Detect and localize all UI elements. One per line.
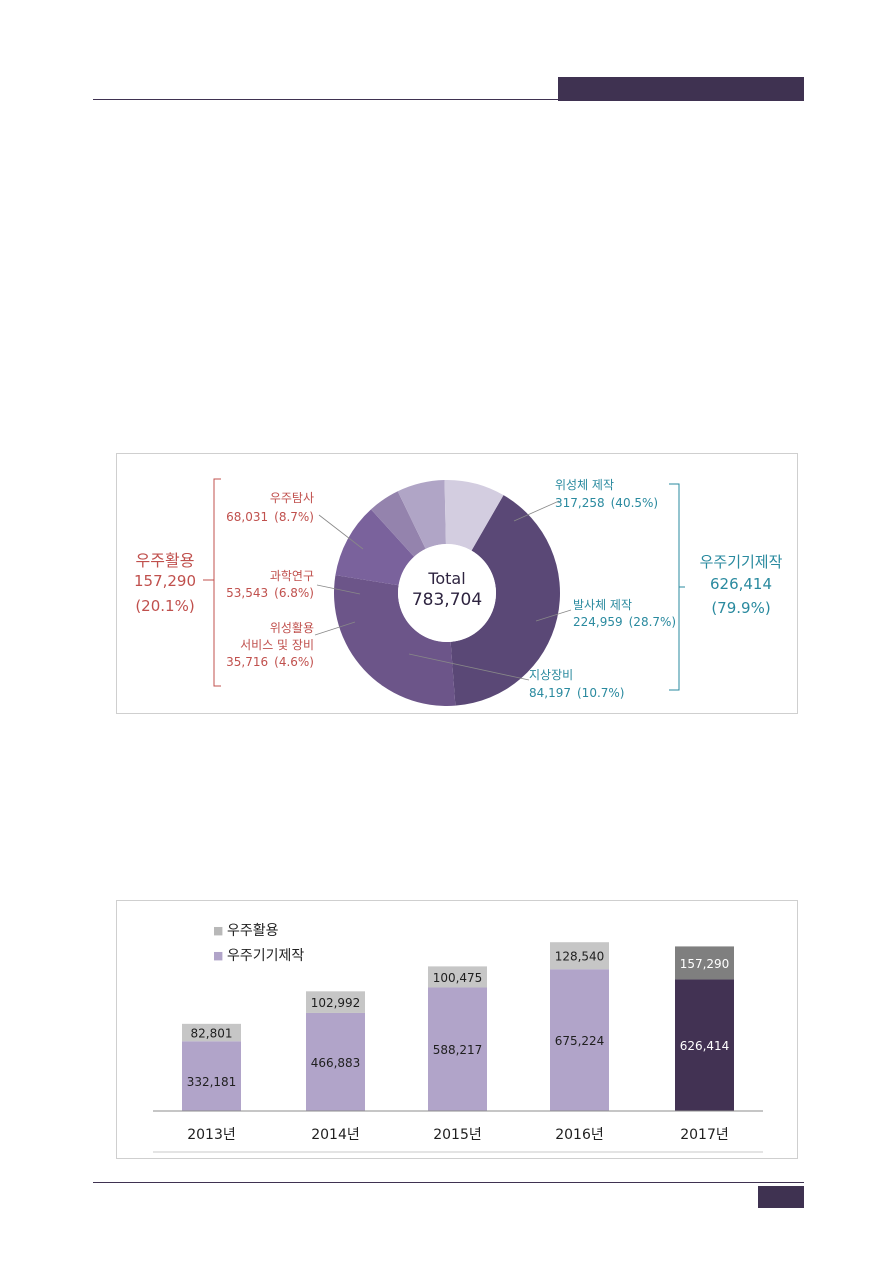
slice-label-name-3a: 위성활용 [270,621,314,635]
x-tick-label-1: 2014년 [311,1127,360,1143]
bar-space-use-4 [675,946,734,980]
stacked-bar-chart: ■ 우주활용 ■ 우주기기제작 332,181 82,801 2013년 466,88… [153,923,763,1153]
slice-label-name-0: 위성체 제작 [555,478,614,492]
bar-label-manufacturing-1: 466,883 [311,1056,361,1070]
bar-label-manufacturing-3: 675,224 [555,1034,605,1048]
right-group-name: 우주기기제작 [700,553,783,571]
slice-label-name-1: 발사체 제작 [573,598,632,612]
header-rule [93,99,558,100]
bar-chart-panel: ■ 우주활용 ■ 우주기기제작 332,181 82,801 2013년 466,88… [116,900,798,1159]
bar-label-space-use-3: 128,540 [555,950,605,964]
donut-hole [398,544,496,642]
bar-label-manufacturing-4: 626,414 [680,1039,730,1053]
header-bar [558,77,804,101]
x-tick-label-3: 2016년 [555,1127,604,1143]
slice-label-value-2: 84,197 (10.7%) [529,686,624,700]
bar-label-space-use-1: 102,992 [311,996,361,1010]
leader-line-3 [314,621,356,636]
donut-total-value: 783,704 [412,590,482,610]
legend-label-space-manufacturing: 우주기기제작 [227,948,304,964]
slice-label-value-3: 35,716 (4.6%) [226,655,314,669]
x-tick-label-4: 2017년 [680,1127,729,1143]
donut-slice-3 [371,491,426,557]
slice-label-name-5: 우주탐사 [270,491,314,505]
bar-label-space-use-4: 157,290 [680,957,730,971]
legend-marker-space-use: ■ [213,924,223,937]
x-tick-label-0: 2013년 [187,1127,236,1143]
slice-label-name-4: 과학연구 [270,569,314,583]
bar-space-use-1 [306,991,365,1013]
donut-slice-5 [444,480,504,551]
bar-manufacturing-0 [182,1041,241,1111]
leader-line-1 [535,609,572,622]
bar-label-manufacturing-2: 588,217 [433,1043,483,1057]
leader-line-2 [408,653,530,681]
donut-center-label: Total [427,569,465,588]
left-group-value: 157,290 [134,572,196,590]
left-group-name: 우주활용 [136,551,195,570]
bar-label-manufacturing-0: 332,181 [187,1075,237,1089]
legend-marker-space-manufacturing: ■ [213,949,223,962]
slice-label-name-3b: 서비스 및 장비 [240,638,314,652]
donut-chart: Total 783,704 우주활용 157,290 (20.1%) 우주기기제… [134,478,783,706]
bar-label-space-use-2: 100,475 [433,971,483,985]
bar-space-use-0 [182,1023,241,1042]
slice-label-value-5: 68,031 (8.7%) [226,510,314,524]
leader-line-4 [316,584,361,595]
right-group-bracket [669,483,680,691]
donut-slice-4 [397,480,446,549]
right-group-pct: (79.9%) [711,599,770,617]
bar-label-space-use-0: 82,801 [191,1027,233,1041]
right-group-value: 626,414 [710,575,772,593]
bar-space-use-2 [428,966,487,988]
left-group-bracket [213,478,221,687]
bar-manufacturing-4 [675,979,734,1111]
x-tick-label-2: 2015년 [433,1127,482,1143]
bar-space-use-3 [550,942,609,970]
footer-rule [93,1182,804,1183]
bar-manufacturing-3 [550,969,609,1111]
left-group-pct: (20.1%) [135,597,194,615]
leader-line-5 [318,514,364,550]
donut-slice-2 [335,509,415,586]
slice-label-value-0: 317,258 (40.5%) [555,496,658,510]
page-number-box [758,1186,804,1208]
slice-label-name-2: 지상장비 [529,668,573,682]
donut-chart-panel: Total 783,704 우주활용 157,290 (20.1%) 우주기기제… [116,453,798,714]
slice-label-value-4: 53,543 (6.8%) [226,586,314,600]
legend-label-space-use: 우주활용 [227,923,279,939]
donut-slice-0 [450,495,560,706]
leader-line-0 [513,500,560,522]
slice-label-value-1: 224,959 (28.7%) [573,615,676,629]
donut-slice-1 [334,575,456,706]
bar-manufacturing-1 [306,1012,365,1111]
bar-manufacturing-2 [428,987,487,1111]
